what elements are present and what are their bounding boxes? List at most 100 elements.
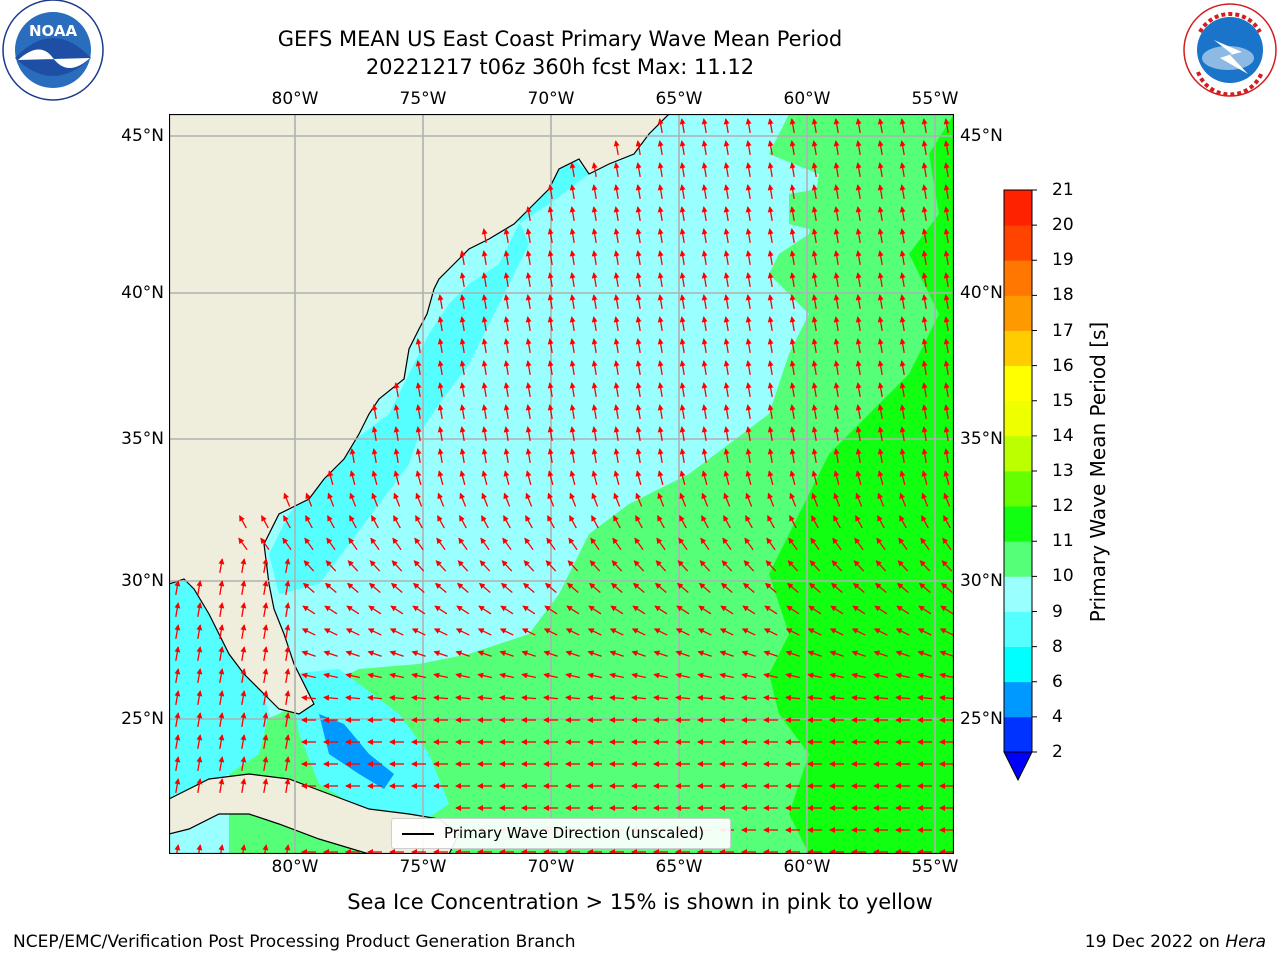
wave-arrow	[943, 140, 950, 156]
wave-arrow	[323, 694, 339, 701]
wave-arrow	[679, 470, 686, 485]
wave-arrow	[635, 294, 642, 310]
wave-arrow	[811, 426, 818, 442]
wave-arrow	[525, 228, 532, 244]
wave-arrow	[503, 382, 510, 398]
wave-arrow	[877, 426, 884, 442]
wave-arrow	[547, 404, 554, 420]
wave-arrow	[613, 250, 620, 266]
wave-arrow	[301, 628, 316, 636]
wave-arrow	[481, 492, 489, 507]
wave-arrow	[809, 560, 821, 572]
wave-arrow	[590, 537, 600, 551]
wave-arrow	[785, 694, 801, 701]
wave-arrow	[833, 492, 841, 507]
wave-arrow	[174, 734, 181, 750]
wave-arrow	[478, 605, 492, 615]
wave-arrow	[701, 272, 708, 288]
wave-arrow	[700, 537, 710, 551]
wave-arrow	[525, 250, 532, 266]
wave-arrow	[679, 118, 686, 134]
map-frame	[169, 114, 954, 854]
wave-arrow	[811, 206, 818, 222]
wave-arrow	[697, 650, 712, 657]
wave-arrow	[808, 605, 822, 615]
wave-arrow	[459, 272, 466, 288]
wave-arrow	[370, 537, 380, 551]
lon-label-top-80w: 80°W	[271, 89, 319, 109]
wave-arrow	[943, 492, 951, 507]
wave-arrow	[196, 778, 203, 794]
wave-arrow	[741, 694, 757, 701]
wave-arrow	[525, 492, 533, 507]
wave-arrow	[437, 294, 444, 310]
wave-arrow	[833, 404, 840, 420]
wave-arrow	[877, 404, 884, 420]
wave-arrow	[833, 228, 840, 244]
wave-arrow	[701, 316, 708, 332]
wave-arrow	[415, 382, 422, 398]
wave-arrow	[323, 672, 338, 679]
wave-arrow	[851, 694, 867, 701]
wave-arrow	[745, 470, 752, 485]
wave-arrow	[635, 338, 642, 354]
wave-arrow	[921, 250, 928, 266]
wave-arrow	[609, 628, 624, 636]
wave-arrow	[174, 778, 181, 794]
wave-arrow	[591, 206, 598, 222]
wave-arrow	[789, 228, 796, 244]
wave-arrow	[525, 360, 532, 376]
wave-arrow	[304, 537, 314, 551]
wave-arrow	[723, 515, 731, 529]
wave-arrow	[921, 448, 928, 464]
wave-arrow	[521, 628, 536, 636]
wave-arrow	[345, 694, 361, 701]
wave-arrow	[940, 582, 953, 593]
wave-arrow	[547, 228, 554, 244]
wave-arrow	[569, 294, 576, 310]
wave-arrow	[723, 272, 730, 288]
wave-arrow	[789, 162, 796, 178]
wave-arrow	[284, 756, 291, 772]
wave-arrow	[455, 694, 471, 701]
wave-arrow	[899, 470, 906, 485]
wave-arrow	[811, 118, 818, 134]
wave-arrow	[591, 426, 598, 442]
wave-arrow	[262, 624, 269, 640]
wave-arrow	[675, 672, 690, 679]
wave-arrow	[723, 382, 730, 398]
wave-arrow	[613, 492, 621, 507]
wave-arrow	[544, 582, 557, 593]
wave-arrow	[437, 316, 444, 332]
wave-arrow	[723, 228, 730, 244]
wave-arrow	[657, 470, 664, 485]
wave-arrow	[437, 492, 445, 507]
wave-arrow	[833, 206, 840, 222]
wave-arrow	[589, 560, 601, 572]
wave-arrow	[851, 672, 866, 679]
wave-arrow	[701, 404, 708, 420]
wave-arrow	[789, 382, 796, 398]
wave-arrow	[697, 694, 713, 701]
wave-arrow	[459, 338, 466, 354]
wave-arrow	[284, 580, 291, 596]
colorbar-tick-label: 8	[1052, 636, 1063, 657]
wave-arrow	[831, 560, 843, 572]
wave-arrow	[455, 672, 470, 679]
wave-arrow	[745, 228, 752, 244]
wave-arrow	[613, 206, 620, 222]
wave-arrow	[569, 404, 576, 420]
wave-arrow	[897, 560, 909, 572]
wave-arrow	[437, 360, 444, 376]
wave-arrow	[811, 404, 818, 420]
lon-label-bottom-70w: 70°W	[527, 857, 575, 877]
wave-arrow	[852, 582, 865, 593]
wave-arrow	[657, 448, 664, 464]
wave-arrow	[767, 206, 774, 222]
wave-arrow	[587, 694, 603, 701]
wave-arrow	[941, 560, 953, 572]
wave-arrow	[174, 756, 181, 772]
wave-arrow	[547, 426, 554, 442]
wave-arrow	[547, 360, 554, 376]
wave-arrow	[899, 228, 906, 244]
